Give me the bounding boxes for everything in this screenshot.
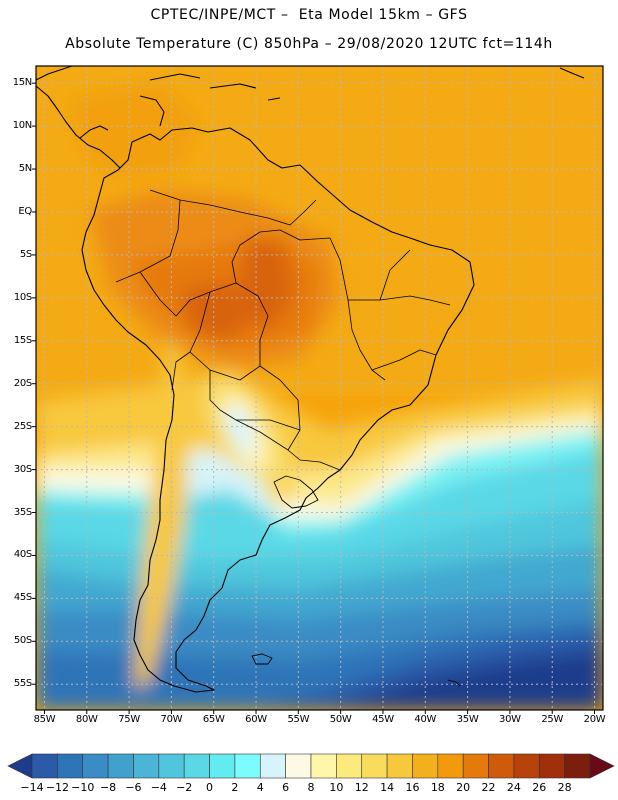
lon-label: 85W (33, 714, 56, 725)
lon-label: 55W (287, 714, 310, 725)
lat-label: 25S (13, 420, 32, 432)
colorbar-box (158, 753, 185, 779)
lon-label: 70W (160, 714, 183, 725)
colorbar-label: 0 (206, 781, 214, 794)
colorbar-box (82, 753, 109, 779)
colorbar-box (462, 753, 489, 779)
colorbar-label: 2 (231, 781, 239, 794)
colorbar-label: 26 (532, 781, 547, 794)
colorbar-box (488, 753, 515, 779)
lon-label: 75W (118, 714, 140, 725)
colorbar-box (310, 753, 337, 779)
colorbar-box (183, 753, 210, 779)
colorbar-box (538, 753, 565, 779)
colorbar-label: 28 (557, 781, 572, 794)
lon-label: 40W (414, 714, 437, 725)
map-frame (35, 65, 604, 711)
colorbar-label: 16 (405, 781, 420, 794)
colorbar-box (57, 753, 84, 779)
colorbar-label: −8 (99, 781, 117, 794)
colorbar-label: −4 (150, 781, 167, 794)
colorbar-label: 14 (380, 781, 395, 794)
colorbar-box (234, 753, 261, 779)
colorbar-label: 24 (506, 781, 521, 794)
lat-label: 15S (13, 334, 32, 346)
colorbar-label: 20 (456, 781, 471, 794)
lon-label: 30W (499, 714, 521, 725)
colorbar-label: 10 (329, 781, 344, 794)
colorbar-label: −12 (45, 781, 69, 794)
colorbar-label: 22 (481, 781, 496, 794)
uruguay-plata (273, 475, 319, 509)
lat-label: 35S (13, 506, 32, 518)
colorbar-label: 4 (256, 781, 264, 794)
axis-ticks (32, 82, 596, 714)
colorbar-box (209, 753, 236, 779)
colorbar-box (412, 753, 439, 779)
colorbar-overflow-triangle (589, 753, 615, 779)
colorbar-label: 8 (307, 781, 315, 794)
colorbar-box (133, 753, 160, 779)
lon-label: 60W (245, 714, 267, 725)
caribbean-islands (149, 67, 585, 101)
colorbar-box (336, 753, 363, 779)
lon-label: 65W (202, 714, 225, 725)
lon-label: 20W (583, 714, 606, 725)
colorbar-box (513, 753, 540, 779)
lat-label: 50S (13, 635, 32, 647)
coastlines (36, 66, 585, 693)
colorbar-box (31, 753, 58, 779)
south-georgia (447, 679, 461, 687)
colorbar-box (386, 753, 413, 779)
country-borders (115, 189, 451, 471)
colorbar-box (361, 753, 388, 779)
chart-title-line1: CPTEC/INPE/MCT – Eta Model 15km – GFS (150, 7, 468, 23)
lat-label: 15N (12, 77, 33, 89)
colorbar-label: 12 (354, 781, 369, 794)
lat-label: 55S (13, 678, 32, 690)
lat-label: 10S (13, 291, 32, 303)
central-america-coastline (36, 66, 165, 169)
colorbar-label: −2 (176, 781, 193, 794)
lat-label: EQ (18, 205, 32, 217)
chart-title-line2: Absolute Temperature (C) 850hPa – 29/08/… (65, 36, 553, 52)
temperature-field (36, 66, 603, 710)
colorbar-label: 18 (430, 781, 445, 794)
lat-label: 45S (13, 592, 32, 604)
lon-label: 45W (372, 714, 394, 725)
lon-label: 80W (75, 714, 98, 725)
lat-label: 5S (19, 248, 32, 260)
lat-label: 30S (13, 463, 32, 475)
map-gridlines (36, 66, 603, 710)
colorbar (7, 753, 615, 779)
colorbar-label: −6 (125, 781, 142, 794)
lat-label: 20S (13, 377, 32, 389)
colorbar-underflow-triangle (7, 753, 33, 779)
lat-label: 5N (18, 163, 33, 175)
lon-label: 25W (541, 714, 564, 725)
colorbar-label: −10 (71, 781, 95, 794)
south-america-coastline (81, 127, 475, 693)
colorbar-box (259, 753, 286, 779)
colorbar-label: −14 (20, 781, 44, 794)
colorbar-label: 6 (282, 781, 290, 794)
colorbar-box (437, 753, 464, 779)
colorbar-box (285, 753, 312, 779)
lon-label: 50W (329, 714, 352, 725)
colorbar-box (564, 753, 591, 779)
falkland-islands (251, 653, 273, 665)
lon-label: 35W (456, 714, 479, 725)
lat-label: 10N (12, 120, 33, 132)
colorbar-box (107, 753, 134, 779)
lat-label: 40S (13, 549, 32, 561)
